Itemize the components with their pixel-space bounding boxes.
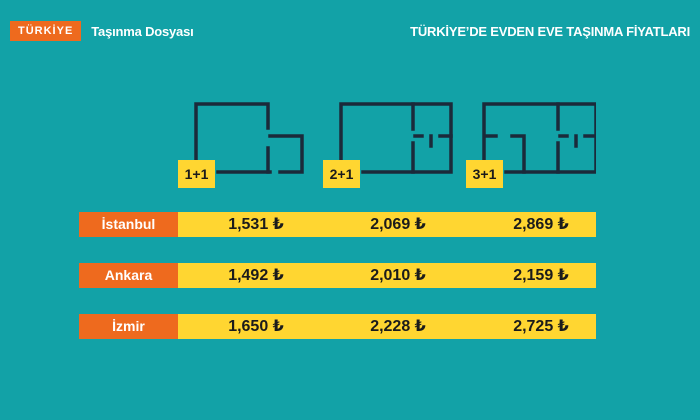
page-title: TÜRKİYE’DE EVDEN EVE TAŞINMA FİYATLARI xyxy=(410,24,690,39)
plan-1-1: 1+1 xyxy=(178,96,308,188)
price-2-1: 2,228 ₺ xyxy=(370,318,426,335)
plan-3-1: 3+1 xyxy=(466,96,596,188)
brand: TÜRKİYE Taşınma Dosyası xyxy=(10,21,194,41)
city-label: İzmir xyxy=(79,314,178,339)
price-row-izmir: İzmir 1,650 ₺ 2,228 ₺ 2,725 ₺ xyxy=(79,314,596,339)
price-row-ankara: Ankara 1,492 ₺ 2,010 ₺ 2,159 ₺ xyxy=(79,263,596,288)
floorplan-3-1-icon xyxy=(482,102,596,174)
price-1-1: 1,650 ₺ xyxy=(228,318,284,335)
price-1-1: 1,531 ₺ xyxy=(228,216,284,233)
plan-label: 2+1 xyxy=(323,160,360,188)
brand-title: Taşınma Dosyası xyxy=(91,23,194,39)
price-bar: 1,650 ₺ 2,228 ₺ 2,725 ₺ xyxy=(178,314,596,339)
price-row-istanbul: İstanbul 1,531 ₺ 2,069 ₺ 2,869 ₺ xyxy=(79,212,596,237)
price-3-1: 2,869 ₺ xyxy=(513,216,569,233)
city-label: Ankara xyxy=(79,263,178,288)
city-label: İstanbul xyxy=(79,212,178,237)
floorplan-2-1-icon xyxy=(339,102,453,174)
floorplan-1-1-icon xyxy=(194,102,304,174)
price-bar: 1,531 ₺ 2,069 ₺ 2,869 ₺ xyxy=(178,212,596,237)
plan-label: 1+1 xyxy=(178,160,215,188)
plan-2-1: 2+1 xyxy=(323,96,453,188)
price-2-1: 2,010 ₺ xyxy=(370,267,426,284)
plan-label: 3+1 xyxy=(466,160,503,188)
price-1-1: 1,492 ₺ xyxy=(228,267,284,284)
price-bar: 1,492 ₺ 2,010 ₺ 2,159 ₺ xyxy=(178,263,596,288)
price-3-1: 2,725 ₺ xyxy=(513,318,569,335)
price-3-1: 2,159 ₺ xyxy=(513,267,569,284)
brand-badge: TÜRKİYE xyxy=(10,21,82,41)
price-2-1: 2,069 ₺ xyxy=(370,216,426,233)
